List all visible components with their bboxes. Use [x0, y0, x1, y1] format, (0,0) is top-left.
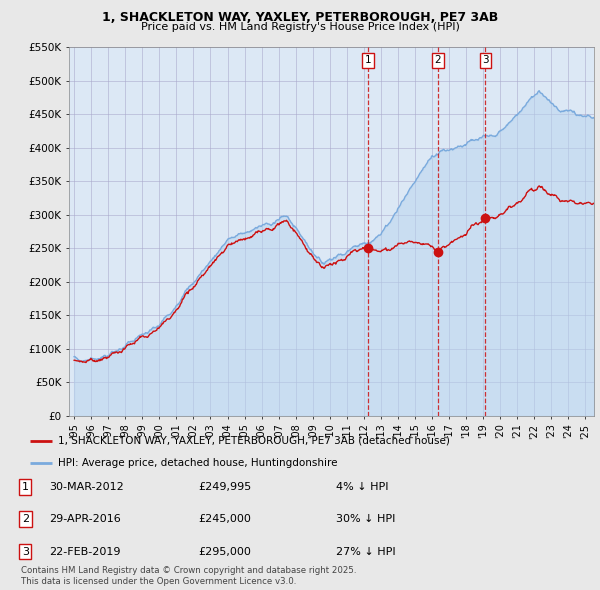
Text: 29-APR-2016: 29-APR-2016 — [49, 514, 121, 524]
Text: £249,995: £249,995 — [198, 482, 251, 491]
Text: 4% ↓ HPI: 4% ↓ HPI — [336, 482, 389, 491]
Text: 1: 1 — [22, 482, 29, 491]
Text: 30-MAR-2012: 30-MAR-2012 — [49, 482, 124, 491]
Text: £295,000: £295,000 — [198, 547, 251, 556]
Text: Price paid vs. HM Land Registry's House Price Index (HPI): Price paid vs. HM Land Registry's House … — [140, 22, 460, 32]
Text: 3: 3 — [482, 55, 489, 65]
Text: 1, SHACKLETON WAY, YAXLEY, PETERBOROUGH, PE7 3AB: 1, SHACKLETON WAY, YAXLEY, PETERBOROUGH,… — [102, 11, 498, 24]
Text: 2: 2 — [22, 514, 29, 524]
Text: 2: 2 — [434, 55, 441, 65]
Text: £245,000: £245,000 — [198, 514, 251, 524]
Text: 3: 3 — [22, 547, 29, 556]
Text: 1, SHACKLETON WAY, YAXLEY, PETERBOROUGH, PE7 3AB (detached house): 1, SHACKLETON WAY, YAXLEY, PETERBOROUGH,… — [58, 436, 450, 446]
Text: HPI: Average price, detached house, Huntingdonshire: HPI: Average price, detached house, Hunt… — [58, 458, 338, 468]
Text: 27% ↓ HPI: 27% ↓ HPI — [336, 547, 395, 556]
Text: 1: 1 — [365, 55, 371, 65]
Text: Contains HM Land Registry data © Crown copyright and database right 2025.
This d: Contains HM Land Registry data © Crown c… — [21, 566, 356, 586]
Text: 30% ↓ HPI: 30% ↓ HPI — [336, 514, 395, 524]
Text: 22-FEB-2019: 22-FEB-2019 — [49, 547, 121, 556]
